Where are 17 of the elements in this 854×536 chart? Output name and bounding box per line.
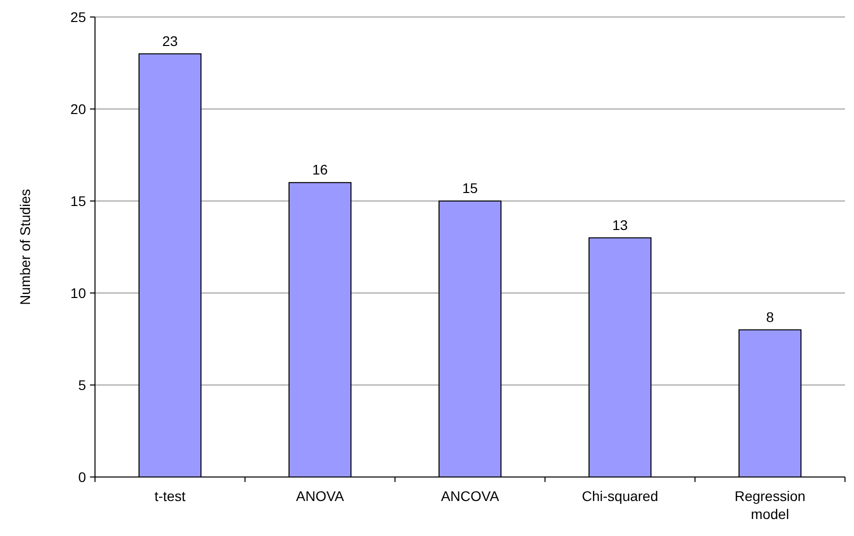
x-tick-label: t-test bbox=[154, 488, 186, 504]
data-label: 15 bbox=[462, 180, 478, 196]
y-tick-label: 10 bbox=[70, 284, 86, 301]
y-tick-label: 0 bbox=[78, 468, 86, 485]
x-tick-label: ANOVA bbox=[296, 488, 345, 504]
y-tick-label: 25 bbox=[70, 8, 86, 25]
y-tick-label: 20 bbox=[70, 100, 86, 117]
x-tick-label: Chi-squared bbox=[582, 488, 658, 504]
x-tick-label: ANCOVA bbox=[440, 488, 500, 504]
y-tick-label: 5 bbox=[78, 376, 86, 393]
y-tick-label: 15 bbox=[70, 192, 86, 209]
data-label: 16 bbox=[312, 162, 328, 178]
y-axis-title: Number of Studies bbox=[17, 189, 33, 305]
data-label: 8 bbox=[766, 308, 774, 325]
data-label: 23 bbox=[162, 32, 178, 49]
x-tick-label: Regression model bbox=[734, 488, 806, 522]
data-label: 13 bbox=[612, 216, 628, 233]
